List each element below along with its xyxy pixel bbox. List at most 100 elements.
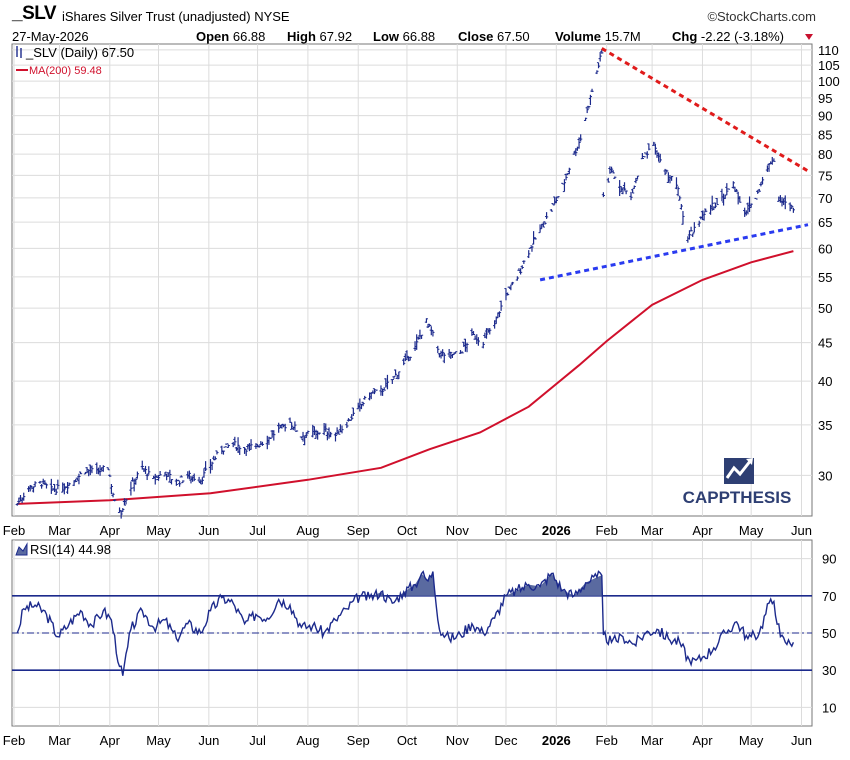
price-bar bbox=[533, 237, 537, 240]
ticker-symbol[interactable]: _SLV bbox=[12, 3, 57, 24]
rsi-y-tick-label: 10 bbox=[822, 700, 836, 715]
price-bar bbox=[506, 292, 510, 296]
price-bar bbox=[233, 436, 237, 446]
price-bar bbox=[168, 469, 172, 483]
price-bar bbox=[382, 387, 386, 391]
rsi-x-axis: Feb Mar Apr May Jun Jul Aug Sep Oct Nov Dec 2026 Feb… bbox=[3, 733, 812, 748]
price-bar bbox=[340, 425, 344, 434]
ohlc-bars-icon bbox=[16, 46, 22, 58]
price-bar bbox=[145, 473, 149, 481]
price-bar bbox=[200, 477, 204, 485]
price-x-tick-label: May bbox=[146, 523, 171, 538]
price-x-axis: Feb Mar Apr May Jun Jul Aug Sep Oct Nov Dec 2026 Feb… bbox=[3, 523, 812, 538]
price-bar bbox=[109, 484, 114, 495]
price-bar bbox=[238, 446, 242, 455]
price-bar bbox=[192, 473, 196, 482]
price-bar bbox=[402, 358, 406, 366]
price-bar bbox=[350, 414, 354, 421]
rsi-y-tick-label: 50 bbox=[822, 626, 836, 641]
price-bar bbox=[676, 186, 680, 197]
price-bar bbox=[215, 450, 219, 455]
price-bar bbox=[143, 465, 148, 474]
rsi-line bbox=[16, 570, 795, 676]
price-bar bbox=[754, 197, 758, 200]
price-bar bbox=[223, 446, 227, 448]
rsi-x-tick-label: Oct bbox=[397, 733, 418, 748]
price-bar bbox=[577, 137, 581, 149]
price-bar bbox=[713, 202, 718, 209]
price-bar bbox=[169, 479, 174, 485]
price-bar bbox=[601, 192, 606, 198]
stockcharts-brand[interactable]: ©StockCharts.com bbox=[707, 9, 816, 24]
price-x-tick-label: May bbox=[739, 523, 764, 538]
price-bars-layer bbox=[15, 49, 795, 519]
price-bar bbox=[242, 447, 247, 454]
price-legend-label: _SLV (Daily) 67.50 bbox=[25, 45, 134, 60]
price-x-tick-label: Nov bbox=[446, 523, 470, 538]
rsi-x-tick-label: Mar bbox=[641, 733, 664, 748]
price-bar bbox=[390, 378, 394, 384]
price-bar bbox=[647, 143, 651, 151]
price-bar bbox=[488, 327, 492, 335]
change-quote: Chg -2.22 (-3.18%) bbox=[672, 29, 784, 44]
price-bar bbox=[40, 484, 44, 489]
price-bar bbox=[379, 385, 383, 396]
price-bar bbox=[624, 190, 628, 195]
rsi-x-tick-label: Jun bbox=[198, 733, 219, 748]
rsi-y-axis: 10 30 50 70 90 bbox=[822, 552, 836, 716]
price-bar bbox=[679, 204, 683, 210]
price-bar bbox=[43, 480, 47, 485]
rsi-x-tick-label: Mar bbox=[48, 733, 71, 748]
price-bar bbox=[202, 468, 206, 478]
price-bar bbox=[583, 117, 588, 121]
price-bar bbox=[543, 221, 547, 225]
price-bar bbox=[361, 401, 365, 407]
high-quote: High 67.92 bbox=[287, 29, 353, 44]
price-bar bbox=[562, 179, 567, 193]
price-bar bbox=[756, 190, 760, 194]
price-y-tick-label: 80 bbox=[818, 147, 832, 162]
price-bar bbox=[530, 245, 534, 252]
price-bar bbox=[54, 488, 58, 495]
ma200-layer bbox=[17, 250, 794, 505]
price-bar bbox=[549, 209, 554, 212]
price-bar bbox=[441, 349, 445, 357]
price-x-tick-label: Jul bbox=[249, 523, 266, 538]
price-bar bbox=[306, 430, 310, 435]
price-bar bbox=[509, 284, 513, 291]
price-bar bbox=[757, 188, 761, 192]
price-bar bbox=[181, 480, 185, 484]
price-bar bbox=[783, 195, 787, 210]
price-bar bbox=[674, 177, 679, 190]
price-bar bbox=[290, 422, 294, 430]
price-bar bbox=[499, 300, 503, 311]
price-bar bbox=[77, 473, 81, 485]
price-bar bbox=[609, 166, 614, 173]
price-x-tick-label: Feb bbox=[3, 523, 25, 538]
price-bar bbox=[178, 481, 182, 487]
price-bar bbox=[629, 191, 633, 201]
price-bar bbox=[738, 196, 742, 203]
price-y-tick-label: 50 bbox=[818, 301, 832, 316]
price-bar bbox=[111, 492, 115, 498]
price-y-tick-label: 40 bbox=[818, 374, 832, 389]
price-bar bbox=[90, 465, 94, 474]
price-bar bbox=[428, 324, 432, 327]
price-bar bbox=[101, 465, 105, 472]
rsi-y-tick-label: 70 bbox=[822, 589, 836, 604]
price-x-tick-label: Sep bbox=[347, 523, 370, 538]
price-bar bbox=[33, 481, 37, 487]
price-bar bbox=[163, 471, 167, 477]
price-bar bbox=[372, 388, 377, 395]
price-bar bbox=[726, 188, 731, 190]
rsi-layer bbox=[16, 570, 795, 676]
rsi-x-tick-label: Feb bbox=[3, 733, 25, 748]
price-bar bbox=[78, 471, 83, 475]
price-bar bbox=[611, 170, 615, 174]
price-bar bbox=[772, 158, 776, 162]
trendlines-layer bbox=[539, 47, 809, 282]
price-bar bbox=[704, 208, 708, 213]
price-y-tick-label: 35 bbox=[818, 418, 832, 433]
price-bar bbox=[22, 492, 26, 501]
